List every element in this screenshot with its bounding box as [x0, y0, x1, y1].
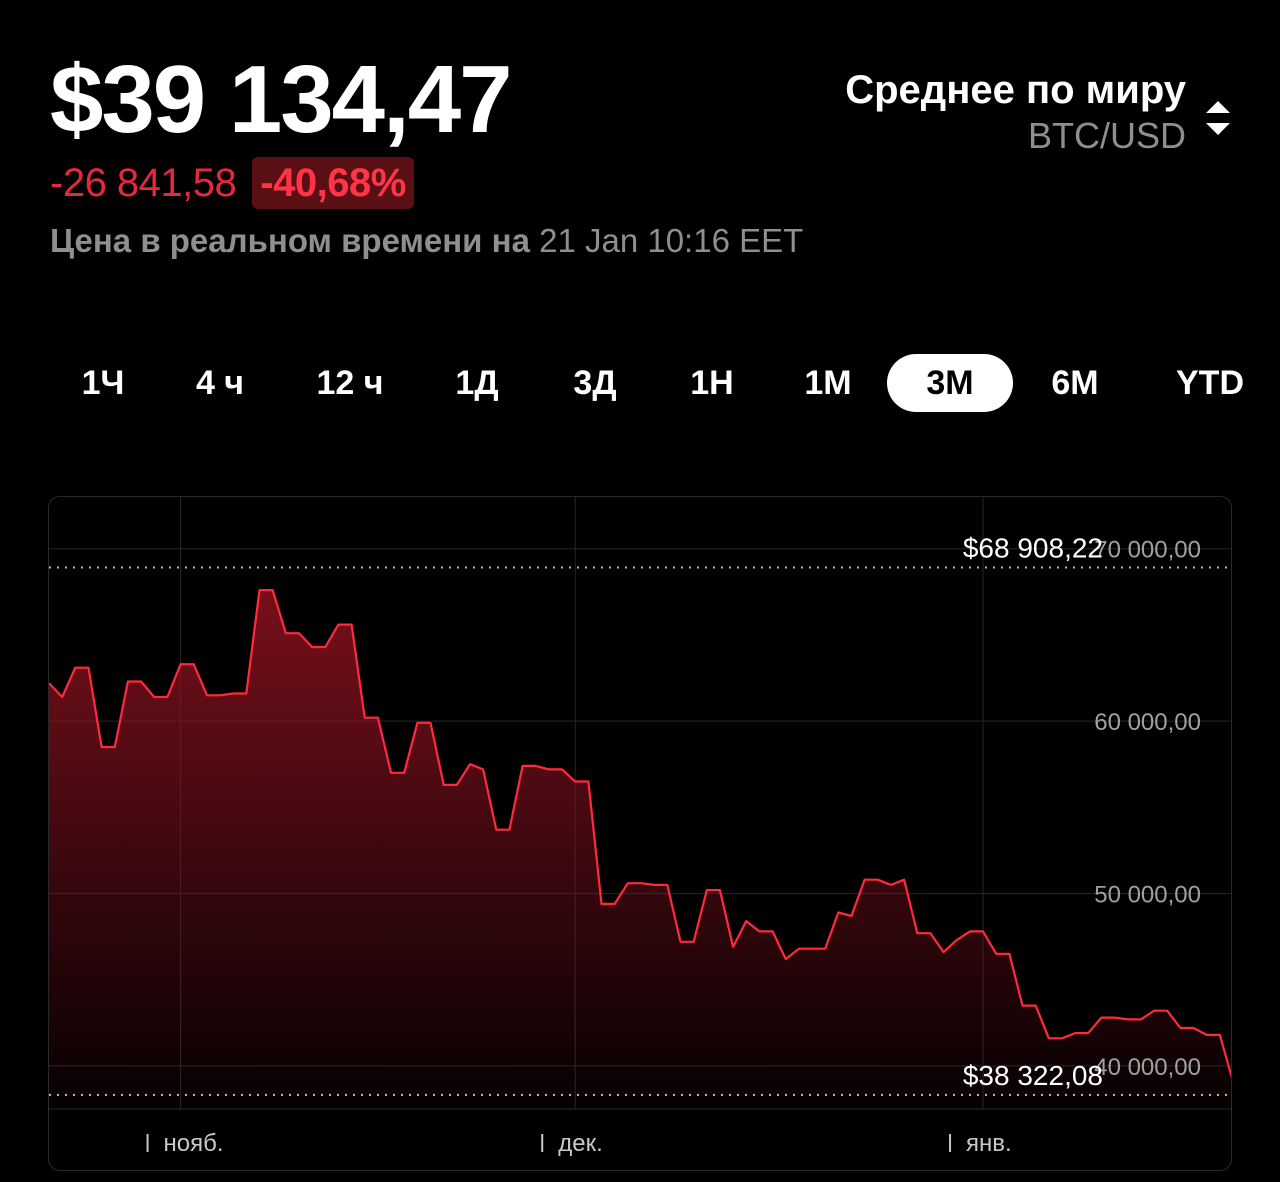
realtime-label: Цена в реальном времени на [50, 222, 530, 259]
low-marker-label: $38 322,08 [963, 1060, 1103, 1091]
tab-ytd[interactable]: YTD [1176, 364, 1244, 402]
realtime-caption: Цена в реальном времени на 21 Jan 10:16 … [50, 222, 803, 260]
y-tick-label: 40 000,00 [1094, 1054, 1201, 1081]
tab-1h[interactable]: 1Ч [81, 364, 125, 402]
change-percent-badge: -40,68% [252, 157, 414, 209]
current-price: $39 134,47 [50, 46, 512, 153]
tab-6m[interactable]: 6М [1051, 364, 1099, 402]
tab-1w[interactable]: 1Н [690, 364, 734, 402]
y-tick-label: 60 000,00 [1094, 709, 1201, 736]
x-tick-label: нояб. [164, 1130, 224, 1157]
x-tick-label: дек. [558, 1130, 603, 1157]
tab-12h[interactable]: 12 ч [316, 364, 384, 402]
currency-pair: BTC/USD [1027, 115, 1186, 156]
realtime-timestamp: 21 Jan 10:16 EET [539, 222, 804, 259]
exchange-name: Среднее по миру [845, 68, 1186, 112]
x-tick-label: янв. [966, 1130, 1012, 1157]
price-line [49, 589, 1231, 1079]
tab-1m[interactable]: 1М [804, 364, 852, 402]
change-absolute: -26 841,58 [50, 160, 237, 205]
y-tick-label: 70 000,00 [1094, 537, 1201, 564]
up-down-chevron-icon[interactable] [1205, 97, 1231, 139]
price-chart[interactable]: 40 000,00 50 000,00 60 000,00 70 000,00 $68 … [48, 496, 1232, 1171]
price-chart-svg: 40 000,00 50 000,00 60 000,00 70 000,00$68 … [49, 497, 1231, 1157]
tab-3d[interactable]: 3Д [573, 364, 617, 402]
tab-1d[interactable]: 1Д [455, 364, 499, 402]
price-change: -26 841,58 -40,68% [50, 157, 414, 209]
high-marker-label: $68 908,22 [963, 533, 1103, 564]
tab-4h[interactable]: 4 ч [195, 364, 245, 402]
exchange-selector[interactable]: Среднее по миру BTC/USD [845, 68, 1186, 156]
price-area [49, 590, 1231, 1109]
tab-3m[interactable]: 3М [887, 354, 1013, 412]
y-tick-label: 50 000,00 [1094, 882, 1201, 909]
